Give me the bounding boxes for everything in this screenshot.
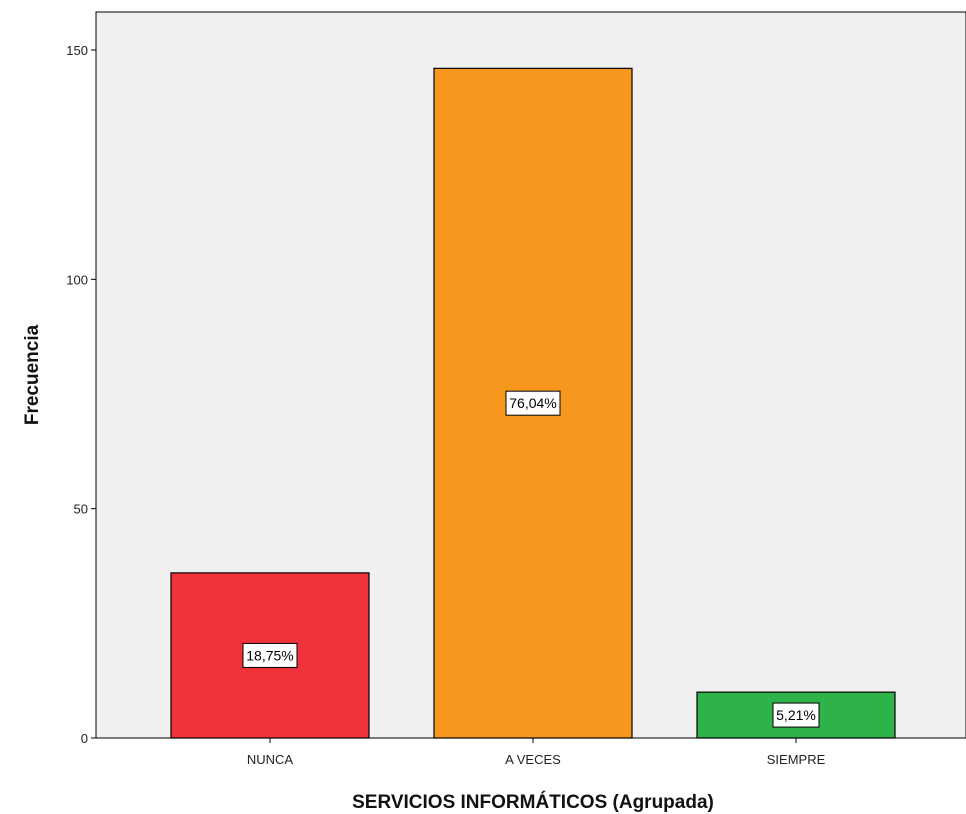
y-tick-label: 0 xyxy=(81,731,88,746)
data-label-box xyxy=(772,702,820,728)
data-label: 18,75% xyxy=(246,647,293,663)
data-label-box xyxy=(242,642,298,668)
x-tick-label: SIEMPRE xyxy=(767,752,826,767)
y-axis-title: Frecuencia xyxy=(22,324,43,425)
data-label: 76,04% xyxy=(509,395,556,411)
y-tick-label: 50 xyxy=(74,502,88,517)
y-tick-label: 150 xyxy=(66,43,88,58)
x-tick-label: NUNCA xyxy=(247,752,294,767)
y-tick-label: 100 xyxy=(66,272,88,287)
x-axis-title: SERVICIOS INFORMÁTICOS (Agrupada) xyxy=(352,791,714,813)
x-tick-label: A VECES xyxy=(505,752,561,767)
data-label-box xyxy=(505,390,561,416)
data-label: 5,21% xyxy=(776,707,816,723)
